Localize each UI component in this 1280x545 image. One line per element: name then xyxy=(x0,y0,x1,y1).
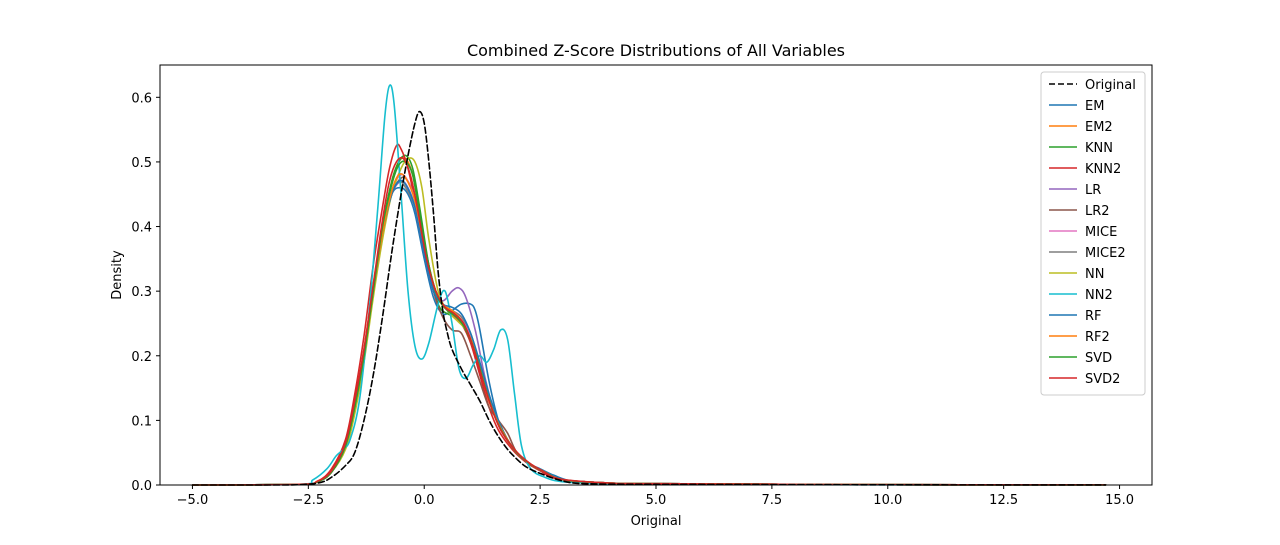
y-tick-label: 0.6 xyxy=(131,91,152,106)
legend-label: MICE2 xyxy=(1085,246,1126,261)
y-tick-label: 0.2 xyxy=(131,350,152,365)
series-line-knn xyxy=(191,154,1107,486)
x-tick-label: 5.0 xyxy=(646,493,667,508)
legend-label: MICE xyxy=(1085,225,1117,240)
legend-label: LR2 xyxy=(1085,204,1110,219)
x-tick-label: 15.0 xyxy=(1105,493,1134,508)
series-line-lr xyxy=(191,180,1107,486)
x-tick-label: 12.5 xyxy=(989,493,1018,508)
y-tick-label: 0.4 xyxy=(131,221,152,236)
legend-label: SVD2 xyxy=(1085,372,1120,387)
series-line-original xyxy=(191,110,1107,486)
y-tick-label: 0.0 xyxy=(131,479,152,494)
x-tick-label: 10.0 xyxy=(873,493,902,508)
legend-label: RF2 xyxy=(1085,330,1110,345)
x-tick-label: −5.0 xyxy=(177,493,209,508)
legend-label: NN xyxy=(1085,267,1104,282)
series-line-rf xyxy=(191,179,1107,486)
legend-label: EM xyxy=(1085,99,1104,114)
series-line-lr2 xyxy=(191,176,1107,486)
legend: Original EM EM2 KNN KNN2 LR LR2 MICE MICE2 NN NN2 R… xyxy=(1040,71,1146,396)
series-line-rf2 xyxy=(191,172,1107,486)
series-line-knn2 xyxy=(191,143,1107,486)
legend-label: EM2 xyxy=(1085,120,1113,135)
plot-lines xyxy=(191,84,1107,486)
legend-label: NN2 xyxy=(1085,288,1113,303)
legend-label: LR xyxy=(1085,183,1101,198)
legend-label: KNN xyxy=(1085,141,1113,156)
series-line-em xyxy=(191,186,1107,486)
series-line-nn xyxy=(191,157,1107,486)
plot-frame xyxy=(159,64,1153,486)
y-axis-label: Density xyxy=(110,250,125,300)
series-line-svd2 xyxy=(191,156,1107,486)
y-tick-label: 0.3 xyxy=(131,285,152,300)
x-tick-label: 0.0 xyxy=(414,493,435,508)
series-line-mice xyxy=(191,173,1107,486)
x-tick-label: 7.5 xyxy=(762,493,783,508)
chart-title: Combined Z-Score Distributions of All Va… xyxy=(467,41,845,60)
y-tick-label: 0.1 xyxy=(131,414,152,429)
y-tick-label: 0.5 xyxy=(131,156,152,171)
series-line-mice2 xyxy=(191,180,1107,486)
legend-label: SVD xyxy=(1085,351,1112,366)
x-axis-label: Original xyxy=(631,514,682,529)
legend-label: Original xyxy=(1085,78,1136,93)
x-axis: −5.0 −2.5 0.0 2.5 5.0 7.5 10.0 12.5 15.0 xyxy=(177,485,1134,508)
legend-label: KNN2 xyxy=(1085,162,1121,177)
x-tick-label: −2.5 xyxy=(293,493,325,508)
y-axis: 0.0 0.1 0.2 0.3 0.4 0.5 0.6 xyxy=(131,91,160,494)
series-line-nn2 xyxy=(191,84,1107,486)
x-tick-label: 2.5 xyxy=(530,493,551,508)
series-line-em2 xyxy=(191,156,1107,486)
series-line-svd xyxy=(191,160,1107,486)
legend-label: RF xyxy=(1085,309,1102,324)
